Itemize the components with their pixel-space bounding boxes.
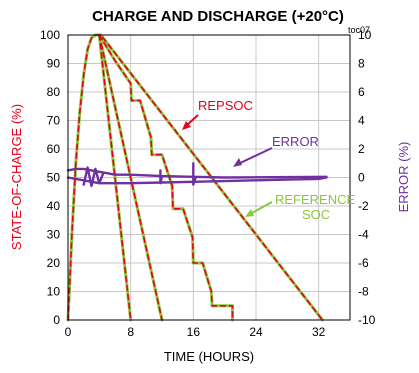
series-repsoc-curve-2 bbox=[98, 34, 163, 321]
series-repsoc-curve-3 bbox=[98, 34, 234, 321]
y-left-tick-label-1: 10 bbox=[47, 285, 61, 299]
y-left-tick-label-0: 0 bbox=[53, 313, 60, 327]
arrowhead-error bbox=[233, 158, 242, 167]
arrowhead-repsoc bbox=[182, 121, 191, 130]
tick-labels: 0 8 16 24 320102030405060708090100-10-8-6-4-… bbox=[40, 28, 376, 339]
y-right-tick-label-4: -2 bbox=[358, 199, 369, 213]
y-right-tick-label-7: 4 bbox=[358, 114, 365, 128]
arrow-error bbox=[237, 147, 273, 165]
chart-title: CHARGE AND DISCHARGE (+20°C) bbox=[92, 8, 344, 25]
series-error-curve-2 bbox=[82, 166, 105, 188]
arrow-reference-soc bbox=[249, 201, 273, 215]
y-right-tick-label-1: -8 bbox=[358, 285, 369, 299]
y-axis-label-right: ERROR (%) bbox=[396, 142, 411, 213]
plot-frame bbox=[67, 34, 351, 321]
x-tick-label-3: 24 bbox=[249, 325, 263, 339]
annotation-error: ERROR bbox=[272, 134, 319, 149]
y-right-tick-label-10: 10 bbox=[358, 28, 372, 42]
y-left-tick-label-8: 80 bbox=[47, 85, 61, 99]
y-left-tick-label-10: 100 bbox=[40, 28, 60, 42]
annotations: REPSOC ERROR REFERENCE SOC bbox=[182, 98, 356, 222]
y-left-tick-label-7: 70 bbox=[47, 114, 61, 128]
y-left-tick-label-4: 40 bbox=[47, 199, 61, 213]
y-left-tick-label-3: 30 bbox=[47, 228, 61, 242]
series-repsoc-curve-1 bbox=[98, 34, 132, 321]
y-right-tick-label-2: -6 bbox=[358, 256, 369, 270]
y-right-tick-label-5: 0 bbox=[358, 171, 365, 185]
x-tick-label-2: 16 bbox=[187, 325, 201, 339]
y-left-tick-label-6: 60 bbox=[47, 142, 61, 156]
series-layer bbox=[66, 33, 328, 322]
x-tick-label-1: 8 bbox=[127, 325, 134, 339]
annotation-repsoc: REPSOC bbox=[198, 98, 253, 113]
series-error-curve-0 bbox=[66, 176, 328, 185]
y-axis-label-left: STATE-OF-CHARGE (%) bbox=[9, 104, 24, 250]
x-tick-label-4: 32 bbox=[312, 325, 326, 339]
y-left-tick-label-9: 90 bbox=[47, 57, 61, 71]
series-error-curve-1 bbox=[66, 167, 328, 179]
y-right-tick-label-0: -10 bbox=[358, 313, 376, 327]
series-repsoc-curve-0 bbox=[67, 34, 324, 321]
series-error-curve-3 bbox=[159, 169, 164, 185]
y-right-tick-label-8: 6 bbox=[358, 85, 365, 99]
series-error-curve-4 bbox=[192, 162, 197, 186]
y-left-tick-label-2: 20 bbox=[47, 256, 61, 270]
x-tick-label-0: 0 bbox=[65, 325, 72, 339]
y-right-tick-label-3: -4 bbox=[358, 228, 369, 242]
chart-tag: toc07 bbox=[348, 25, 370, 35]
y-right-tick-label-6: 2 bbox=[358, 142, 365, 156]
annotation-soc: SOC bbox=[302, 207, 330, 222]
x-axis-label: TIME (HOURS) bbox=[164, 349, 254, 364]
annotation-reference: REFERENCE bbox=[275, 192, 356, 207]
y-right-tick-label-9: 8 bbox=[358, 57, 365, 71]
arrowhead-reference-soc bbox=[245, 209, 254, 217]
y-left-tick-label-5: 50 bbox=[47, 171, 61, 185]
